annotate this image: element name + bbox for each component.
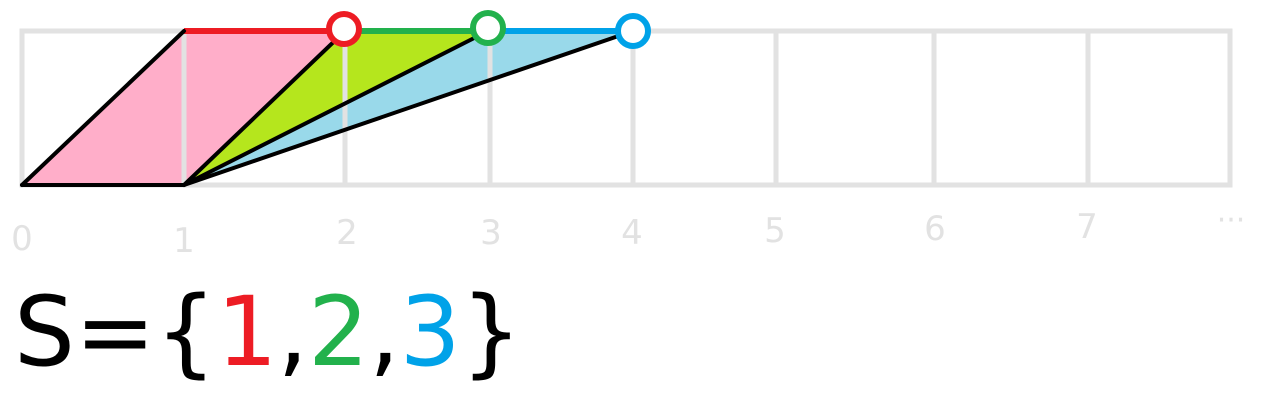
blue-endpoint-circle xyxy=(615,13,651,49)
formula-close-brace: } xyxy=(460,276,522,388)
edge-1-to-3-top xyxy=(182,29,490,187)
green-endpoint-circle xyxy=(470,10,506,46)
formula-separator-2: , xyxy=(369,276,400,388)
tick-label-2: 2 xyxy=(336,213,358,253)
black-edges xyxy=(20,29,635,187)
formula-prefix: S= xyxy=(14,276,156,388)
tick-label-6: 6 xyxy=(924,209,946,249)
red-endpoint-circle xyxy=(326,11,362,47)
formula-separator-1: , xyxy=(277,276,309,388)
ellipsis-label: ··· xyxy=(1216,203,1246,238)
tick-label-4: 4 xyxy=(621,213,643,253)
formula-element-3: 3 xyxy=(399,276,461,388)
tick-label-1: 1 xyxy=(173,221,195,261)
formula-element-1: 1 xyxy=(216,276,278,388)
edge-1-to-4-top xyxy=(182,29,635,187)
edge-1-to-2-top xyxy=(182,29,347,187)
tick-label-3: 3 xyxy=(480,213,502,253)
set-formula: S={1,2,3} xyxy=(14,284,522,380)
tick-label-7: 7 xyxy=(1076,207,1098,247)
edge-0-to-1-top xyxy=(20,29,186,187)
formula-element-2: 2 xyxy=(308,276,370,388)
formula-open-brace: { xyxy=(155,276,217,388)
tick-label-5: 5 xyxy=(764,211,786,251)
tick-label-0: 0 xyxy=(11,219,33,259)
